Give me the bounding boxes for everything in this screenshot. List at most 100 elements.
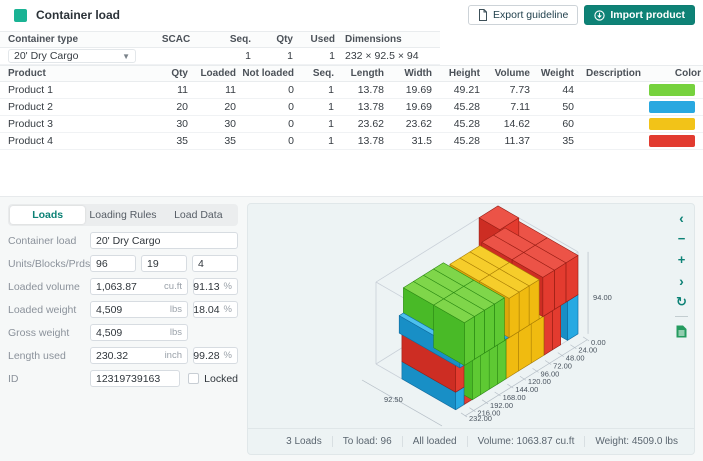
export-guideline-label: Export guideline — [493, 9, 569, 21]
container-3d-scene[interactable]: 92.50 0.0024.0048.0072.0096.00120.00144.0… — [248, 204, 694, 429]
locked-checkbox-wrap[interactable]: Locked — [188, 373, 238, 385]
product-name: Product 1 — [8, 84, 53, 96]
top-card: Container load Export guideline Import p… — [0, 0, 703, 197]
blocks-field[interactable]: 19 — [141, 255, 187, 272]
products-field[interactable]: 4 — [192, 255, 238, 272]
chevron-down-icon: ▼ — [122, 51, 130, 61]
product-table-header: Product Qty Loaded Not loaded Seq. Lengt… — [0, 65, 703, 82]
page-title: Container load — [36, 8, 121, 22]
product-name: Product 4 — [8, 135, 53, 147]
loads-panel: Loads Loading Rules Load Data Container … — [8, 204, 238, 387]
zoom-in-button[interactable]: + — [677, 252, 686, 267]
table-row[interactable]: Product 1 11 11 0 1 13.78 19.69 49.21 7.… — [0, 82, 703, 99]
seq-value[interactable]: 1 — [245, 50, 251, 62]
product-not-loaded: 0 — [288, 135, 294, 147]
col-loaded: Loaded — [200, 68, 236, 79]
svg-text:94.00: 94.00 — [593, 293, 612, 302]
tab-loads[interactable]: Loads — [10, 206, 86, 224]
tab-load-data[interactable]: Load Data — [174, 209, 223, 221]
col-color: Color — [674, 68, 702, 79]
product-length: 13.78 — [357, 135, 384, 147]
col-qty: Qty — [276, 34, 293, 45]
import-icon — [594, 9, 605, 21]
loaded-volume-label: Loaded volume — [8, 280, 80, 293]
products-value: 4 — [198, 257, 204, 270]
product-weight: 50 — [562, 101, 574, 113]
viewer-toolbar: ‹ − + › ↻ — [673, 209, 690, 340]
svg-text:232.00: 232.00 — [469, 414, 492, 423]
color-swatch[interactable] — [649, 118, 695, 130]
zoom-out-button[interactable]: − — [677, 231, 686, 246]
product-volume: 14.62 — [503, 118, 530, 130]
product-width: 23.62 — [405, 118, 432, 130]
col-seq: Seq. — [229, 34, 251, 45]
product-seq: 1 — [328, 84, 334, 96]
col-volume: Volume — [494, 68, 530, 79]
svg-text:48.00: 48.00 — [566, 354, 585, 363]
loaded-volume-field[interactable]: 1,063.87 cu.ft — [90, 278, 188, 295]
status-weight: Weight: 4509.0 lbs — [584, 436, 688, 447]
locked-checkbox[interactable] — [188, 373, 200, 384]
length-used-pct-field: 99.28% — [193, 347, 238, 364]
table-row[interactable]: Product 2 20 20 0 1 13.78 19.69 45.28 7.… — [0, 99, 703, 116]
color-swatch[interactable] — [649, 84, 695, 96]
gross-weight-field[interactable]: 4,509 lbs — [90, 324, 188, 341]
export-guideline-button[interactable]: Export guideline — [468, 5, 579, 25]
svg-text:216.00: 216.00 — [477, 409, 500, 418]
product-volume: 11.37 — [504, 135, 531, 147]
blocks-value: 19 — [147, 257, 159, 270]
product-weight: 60 — [562, 118, 574, 130]
container-type-select[interactable]: 20' Dry Cargo ▼ — [8, 49, 136, 63]
product-weight: 44 — [562, 84, 574, 96]
color-swatch[interactable] — [649, 135, 695, 147]
app-square-icon — [14, 8, 27, 22]
col-used: Used — [310, 34, 335, 45]
units-label: Units/Blocks/Prds — [8, 257, 91, 270]
status-all-loaded: All loaded — [401, 436, 467, 447]
load-viewer-panel[interactable]: 92.50 0.00 24.00 48.00 72.00 96.00 120.00 144.0… — [247, 203, 695, 455]
length-used-field[interactable]: 230.32 inch — [90, 347, 188, 364]
gross-weight-unit: lbs — [169, 327, 182, 338]
container-table-row: 20' Dry Cargo ▼ 1 1 1 232 × 92.5 × 94 — [0, 48, 440, 65]
container-load-field[interactable]: 20' Dry Cargo — [90, 232, 238, 249]
status-loads: 3 Loads — [286, 436, 322, 447]
loaded-weight-field[interactable]: 4,509 lbs — [90, 301, 188, 318]
col-weight: Weight — [540, 68, 574, 79]
table-row[interactable]: Product 4 35 35 0 1 13.78 31.5 45.28 11.… — [0, 133, 703, 150]
tab-loading-rules[interactable]: Loading Rules — [89, 209, 157, 221]
qty-value[interactable]: 1 — [287, 50, 293, 62]
gross-weight-value: 4,509 — [96, 326, 123, 339]
loaded-weight-value: 4,509 — [96, 303, 123, 316]
status-volume: Volume: 1063.87 cu.ft — [466, 436, 585, 447]
loaded-volume-value: 1,063.87 — [96, 280, 137, 293]
loaded-volume-pct: 91.13 — [193, 280, 220, 293]
product-loaded: 35 — [224, 135, 236, 147]
color-swatch[interactable] — [649, 101, 695, 113]
form-row-id: ID 12319739163 Locked — [8, 370, 238, 387]
table-row[interactable]: Product 3 30 30 0 1 23.62 23.62 45.28 14… — [0, 116, 703, 133]
product-qty: 30 — [176, 118, 188, 130]
reset-view-button[interactable]: ↻ — [676, 294, 687, 309]
units-field[interactable]: 96 — [90, 255, 136, 272]
product-width: 19.69 — [405, 84, 432, 96]
product-name: Product 2 — [8, 101, 53, 113]
product-loaded: 11 — [225, 84, 236, 96]
panel-tabs: Loads Loading Rules Load Data — [8, 204, 238, 226]
id-label: ID — [8, 372, 19, 385]
import-product-button[interactable]: Import product — [584, 5, 695, 25]
svg-text:96.00: 96.00 — [541, 369, 560, 378]
product-name: Product 3 — [8, 118, 53, 130]
col-not-loaded: Not loaded — [242, 68, 294, 79]
loaded-weight-label: Loaded weight — [8, 303, 77, 316]
report-button[interactable] — [673, 323, 690, 340]
next-load-button[interactable]: › — [679, 272, 684, 289]
gross-weight-label: Gross weight — [8, 326, 70, 339]
prev-load-button[interactable]: ‹ — [679, 209, 684, 226]
id-field[interactable]: 12319739163 — [90, 370, 181, 387]
locked-label: Locked — [204, 372, 238, 385]
import-product-label: Import product — [610, 9, 685, 21]
form-row-units: Units/Blocks/Prds 96 19 4 — [8, 255, 238, 272]
used-value: 1 — [329, 50, 335, 62]
col-qty: Qty — [171, 68, 188, 79]
percent-sign: % — [223, 350, 232, 361]
